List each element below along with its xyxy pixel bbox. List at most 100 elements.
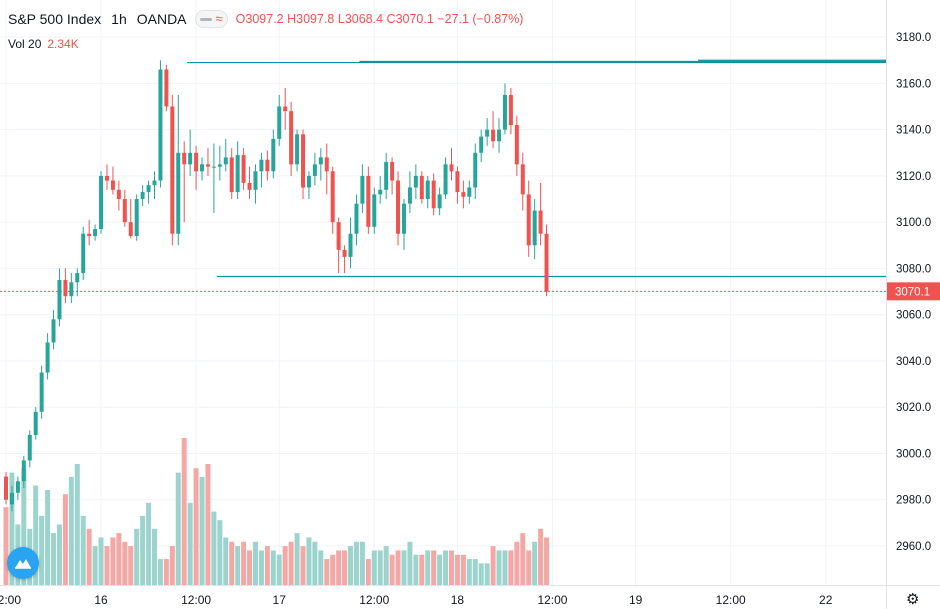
volume-bar (211, 511, 217, 585)
time-tick-label: 18 (451, 593, 465, 607)
legend-toggle-button[interactable]: ≈ (194, 10, 228, 28)
volume-bar (502, 550, 508, 585)
candle-body (485, 129, 490, 137)
chart-legend: S&P 500 Index 1h OANDA ≈ O3097.2 H3097.8… (8, 10, 523, 28)
candle-body (271, 138, 276, 172)
candle-body (4, 476, 8, 500)
candle-body (431, 180, 436, 209)
candle-body (223, 157, 228, 165)
volume-bar (401, 550, 407, 585)
candle-body (9, 492, 14, 505)
change-value: −27.1 (−0.87%) (437, 12, 524, 26)
volume-bar (472, 559, 478, 585)
ohlc-values: O3097.2 H3097.8 L3068.4 C3070.1 −27.1 (−… (236, 12, 524, 26)
volume-bar (62, 494, 68, 585)
candle-body (140, 192, 145, 200)
volume-bar (478, 563, 484, 585)
volume-bar (98, 537, 104, 585)
candle-body (152, 180, 157, 186)
volume-bar (45, 489, 51, 585)
candle-body (69, 282, 74, 297)
volume-bar (324, 559, 330, 585)
volume-bar (187, 502, 193, 585)
candle-body (336, 222, 341, 250)
volume-bar (371, 550, 377, 585)
volume-bar (544, 537, 550, 585)
interval-label[interactable]: 1h (111, 11, 127, 27)
price-tick-label: 3140.0 (896, 125, 931, 137)
volume-bar (532, 541, 538, 585)
time-tick-label: 12:00 (0, 593, 21, 607)
volume-bar (407, 541, 413, 585)
volume-bar (383, 546, 389, 585)
volume-bar (336, 550, 342, 585)
candle-body (401, 203, 406, 234)
volume-bar (258, 550, 264, 585)
symbol-title[interactable]: S&P 500 Index (8, 11, 102, 27)
volume-bar (104, 546, 110, 585)
candle-body (164, 69, 169, 107)
candle-body (27, 434, 32, 461)
volume-bar (276, 554, 282, 585)
volume-bar (235, 546, 241, 585)
volume-bar (223, 537, 229, 585)
volume-bar (437, 554, 443, 585)
open-value: O3097.2 (235, 12, 284, 26)
volume-bar (348, 546, 354, 585)
volume-bar (389, 554, 395, 585)
candle-body (259, 159, 264, 172)
volume-bar (419, 554, 425, 585)
volume-legend[interactable]: Vol 20 2.34K (8, 37, 79, 51)
candle-body (538, 210, 543, 234)
candle-body (211, 166, 216, 168)
volume-bar (199, 476, 205, 585)
volume-bar (312, 541, 318, 585)
volume-bar (229, 541, 235, 585)
volume-bar (508, 550, 514, 585)
price-tick-label: 3020.0 (896, 402, 931, 414)
low-value: L3068.4 (337, 12, 384, 26)
candle-body (390, 162, 395, 181)
volume-bar (425, 550, 431, 585)
candle-body (491, 129, 496, 142)
candle-body (396, 180, 401, 234)
price-tick-label: 2960.0 (896, 541, 931, 553)
tradingview-logo-icon[interactable] (7, 547, 39, 579)
candle-body (324, 157, 329, 172)
candle-body (479, 136, 484, 153)
candle-body (330, 171, 335, 223)
time-tick-label: 12:00 (359, 593, 389, 607)
candle-body (526, 194, 531, 246)
candle-body (425, 180, 430, 200)
candle-body (277, 106, 282, 139)
candle-body (229, 157, 234, 193)
volume-bar (353, 541, 359, 585)
volume-bar (460, 554, 466, 585)
volume-bar (39, 515, 45, 585)
candle-body (295, 134, 300, 165)
volume-bar (146, 502, 152, 585)
volume-bar (318, 550, 324, 585)
time-tick-label: 16 (94, 593, 108, 607)
candle-body (33, 411, 38, 435)
volume-bar (169, 546, 175, 585)
candle-body (348, 233, 353, 257)
settings-gear-icon[interactable]: ⚙ (906, 591, 920, 608)
source-label: OANDA (136, 11, 187, 27)
volume-bar (152, 528, 157, 585)
last-price-label: 3070.1 (895, 286, 930, 298)
volume-bar (431, 550, 437, 585)
candle-body (122, 199, 127, 223)
candle-body (301, 134, 305, 188)
volume-bar (484, 563, 490, 585)
volume-bar (3, 507, 9, 585)
candle-body (45, 342, 50, 373)
price-tick-label: 3000.0 (896, 448, 931, 460)
candle-body (378, 189, 383, 195)
volume-bar (526, 550, 532, 585)
volume-bar (205, 463, 211, 585)
candle-body (104, 175, 109, 181)
candle-body (200, 164, 205, 172)
volume-bar (116, 533, 122, 585)
